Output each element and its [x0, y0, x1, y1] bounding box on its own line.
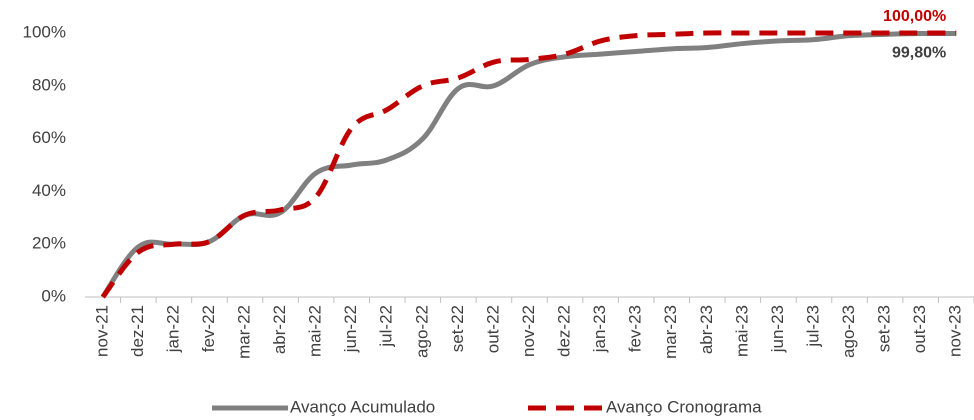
x-tick-label: dez-22 [555, 305, 574, 357]
x-tick-label: mar-23 [661, 305, 680, 359]
legend-label: Avanço Cronograma [606, 397, 762, 416]
x-tick-label: jan-23 [590, 305, 609, 353]
x-tick-label: abr-22 [270, 305, 289, 354]
series-line [100, 30, 957, 299]
x-tick-label: set-22 [448, 305, 467, 352]
y-tick-label: 40% [32, 181, 66, 200]
x-tick-label: ago-23 [839, 305, 858, 358]
y-tick-label: 80% [32, 75, 66, 94]
x-tick-label: jun-22 [341, 305, 360, 353]
x-tick-label: jul-22 [377, 305, 396, 348]
x-tick-label: nov-21 [92, 305, 111, 357]
x-tick-label: jan-22 [163, 305, 182, 353]
series-line [100, 30, 957, 299]
x-tick-label: dez-21 [128, 305, 147, 357]
x-tick-label: nov-23 [946, 305, 965, 357]
value-label: 100,00% [883, 8, 946, 25]
x-tick-label: nov-22 [519, 305, 538, 357]
y-tick-label: 60% [32, 128, 66, 147]
x-tick-label: set-23 [875, 305, 894, 352]
y-tick-label: 20% [32, 234, 66, 253]
x-tick-label: mar-22 [235, 305, 254, 359]
x-tick-label: jun-23 [768, 305, 787, 353]
x-tick-label: mai-22 [306, 305, 325, 357]
x-tick-label: abr-23 [697, 305, 716, 354]
x-tick-label: fev-22 [199, 305, 218, 352]
legend-label: Avanço Acumulado [290, 397, 435, 416]
value-label: 99,80% [892, 45, 946, 62]
x-tick-label: ago-22 [412, 305, 431, 358]
x-tick-label: out-23 [910, 305, 929, 353]
y-tick-label: 100% [23, 22, 66, 41]
y-tick-label: 0% [41, 286, 66, 305]
x-tick-label: mai-23 [732, 305, 751, 357]
x-tick-label: fev-23 [626, 305, 645, 352]
x-tick-label: jul-23 [803, 305, 822, 348]
x-tick-label: out-22 [483, 305, 502, 353]
